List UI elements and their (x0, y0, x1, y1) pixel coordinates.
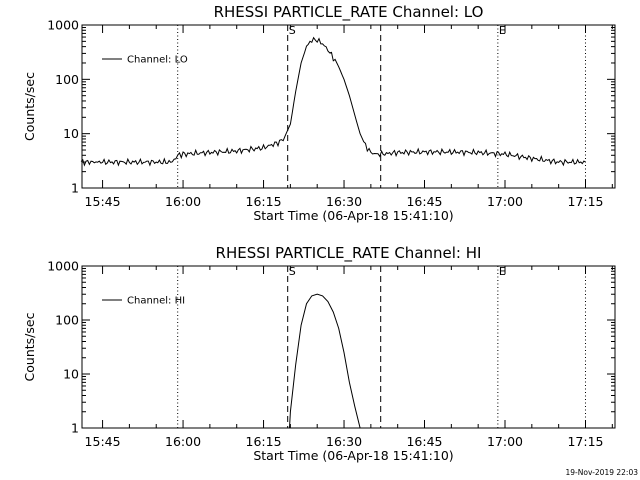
y-tick-label: 1000 (47, 259, 79, 274)
y-tick-label: 1 (71, 421, 79, 436)
y-tick-label: 100 (55, 313, 79, 328)
x-tick-label: 16:15 (246, 434, 282, 449)
plot-frame (81, 24, 616, 189)
x-tick-label: 15:45 (85, 194, 121, 209)
x-axis-label: Start Time (06-Apr-18 15:41:10) (253, 448, 453, 463)
chart-panel-hi: RHESSI PARTICLE_RATE Channel: HI 1 10 100 10… (22, 244, 616, 463)
y-tick-label: 100 (55, 72, 79, 87)
series-line (80, 36, 586, 167)
legend-label: Channel: LO (127, 55, 188, 66)
x-tick-label: 16:45 (406, 434, 442, 449)
y-tick-label: 1000 (47, 18, 79, 33)
x-tick-label: 17:00 (487, 194, 523, 209)
plot-frame (81, 265, 616, 429)
y-tick-label: 10 (63, 367, 79, 382)
series-line (289, 293, 361, 429)
x-tick-label: 17:15 (567, 194, 603, 209)
x-tick-label: 16:45 (406, 194, 442, 209)
marker-label-s: S (289, 24, 296, 37)
x-tick-label: 16:00 (165, 434, 201, 449)
y-tick-label: 10 (63, 126, 79, 141)
x-tick-label: 17:15 (567, 434, 603, 449)
x-tick-label: 16:00 (165, 194, 201, 209)
x-tick-label: 16:30 (326, 434, 362, 449)
chart-title: RHESSI PARTICLE_RATE Channel: LO (214, 3, 484, 22)
chart-panel-lo: RHESSI PARTICLE_RATE Channel: LO 1 10 100 10… (22, 3, 616, 223)
x-tick-label: 16:15 (246, 194, 282, 209)
x-tick-label: 15:45 (85, 434, 121, 449)
legend-label: Channel: HI (127, 296, 185, 307)
marker-label-s: S (289, 265, 296, 278)
y-axis-label: Counts/sec (22, 72, 37, 141)
marker-label-e: E (499, 24, 506, 37)
chart-title: RHESSI PARTICLE_RATE Channel: HI (216, 244, 482, 263)
timestamp-footer: 19-Nov-2019 22:03 (565, 468, 638, 477)
x-tick-label: 17:00 (487, 434, 523, 449)
marker-label-e: E (499, 265, 506, 278)
y-tick-label: 1 (71, 181, 79, 196)
x-axis-label: Start Time (06-Apr-18 15:41:10) (253, 208, 453, 223)
y-axis-label: Counts/sec (22, 312, 37, 381)
x-tick-label: 16:30 (326, 194, 362, 209)
